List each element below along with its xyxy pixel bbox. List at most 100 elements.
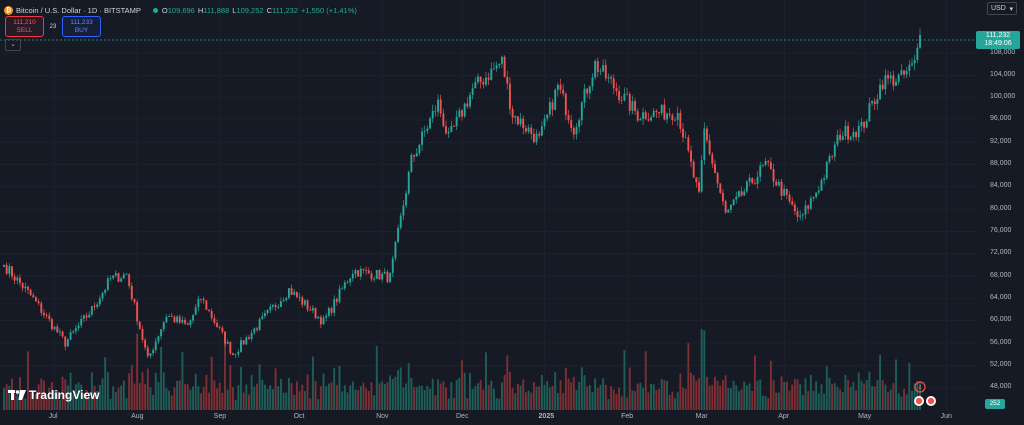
tradingview-icon xyxy=(8,390,26,400)
volume-bar xyxy=(727,387,730,410)
candle-body xyxy=(389,272,392,282)
volume-bar xyxy=(847,380,850,410)
candle-body xyxy=(82,315,85,319)
candle-body xyxy=(820,180,823,191)
price-tick-label: 48,000 xyxy=(990,383,1012,391)
candle-body xyxy=(434,110,437,112)
volume-bar xyxy=(322,373,325,410)
symbol-legend[interactable]: ₿ Bitcoin / U.S. Dollar · 1D · BITSTAMP … xyxy=(4,3,360,17)
candle-body xyxy=(751,177,754,184)
volume-bar xyxy=(437,379,439,410)
volume-bar xyxy=(612,389,615,410)
volume-bar xyxy=(753,355,756,410)
candle-body xyxy=(729,204,732,210)
volume-bar xyxy=(402,387,405,410)
currency-select[interactable]: USD ▾ xyxy=(987,2,1017,15)
buy-button[interactable]: 111,233 BUY xyxy=(62,16,101,37)
candle-body xyxy=(42,312,45,316)
volume-bar xyxy=(40,378,43,410)
volume-bar xyxy=(144,384,147,410)
tradingview-logo[interactable]: TradingView xyxy=(8,388,99,402)
trade-panel: 111,210 SELL 23 111,233 BUY xyxy=(5,16,101,37)
volume-bar xyxy=(16,389,19,410)
volume-bar xyxy=(343,385,346,410)
candle-body xyxy=(112,275,115,279)
price-tick-label: 52,000 xyxy=(990,360,1012,368)
candle-body xyxy=(285,297,288,301)
volume-bar xyxy=(37,384,40,410)
candle-body xyxy=(761,164,764,166)
volume-bar xyxy=(916,381,919,410)
candle-body xyxy=(469,94,471,107)
volume-bar xyxy=(394,376,397,410)
volume-bar xyxy=(729,388,732,410)
volume-bar xyxy=(157,381,160,410)
candle-body xyxy=(506,77,509,84)
volume-bar xyxy=(298,391,301,410)
candle-body xyxy=(138,321,141,330)
candle-body xyxy=(311,307,314,311)
volume-bar xyxy=(88,392,91,410)
volume-bar xyxy=(165,387,168,410)
candle-body xyxy=(24,286,27,289)
volume-bar xyxy=(469,372,471,410)
volume-bar xyxy=(511,388,514,410)
volume-bar xyxy=(639,382,642,410)
candle-body xyxy=(903,70,905,75)
volume-bar xyxy=(905,394,908,410)
candle-body xyxy=(64,336,67,347)
volume-bar xyxy=(527,390,530,410)
volume-bar xyxy=(101,378,104,410)
candle-body xyxy=(250,332,253,339)
candle-body xyxy=(77,325,80,329)
candle-body xyxy=(109,278,112,280)
candle-body xyxy=(495,65,498,69)
volume-bar xyxy=(242,392,245,410)
candle-body xyxy=(516,116,519,125)
candle-body xyxy=(80,318,83,326)
candle-body xyxy=(178,316,181,323)
candle-body xyxy=(756,176,759,184)
candle-body xyxy=(327,308,330,316)
candle-body xyxy=(258,318,261,330)
ohlc-high-label: H xyxy=(197,5,204,15)
candle-body xyxy=(463,103,466,117)
candle-body xyxy=(210,311,213,319)
volume-bar xyxy=(218,382,221,410)
volume-bar xyxy=(556,393,559,410)
volume-bar xyxy=(192,386,195,410)
volume-bar xyxy=(125,398,128,410)
volume-bar xyxy=(287,378,290,410)
collapse-legend-button[interactable]: ⌄ xyxy=(5,39,21,51)
volume-bar xyxy=(389,375,392,410)
candle-body xyxy=(895,81,897,86)
candle-body xyxy=(543,118,546,127)
candle-body xyxy=(245,337,248,345)
candle-body xyxy=(208,309,210,312)
candle-body xyxy=(133,299,136,303)
symbol-title[interactable]: Bitcoin / U.S. Dollar · 1D · BITSTAMP xyxy=(16,5,141,15)
candle-body xyxy=(37,301,40,304)
candle-body xyxy=(96,304,99,307)
volume-bar xyxy=(471,388,474,410)
volume-bar xyxy=(695,380,698,410)
volume-bar xyxy=(687,342,690,410)
volume-bar xyxy=(378,383,381,410)
volume-bar xyxy=(759,379,762,410)
candle-body xyxy=(282,300,285,302)
volume-bar xyxy=(788,390,791,410)
candle-body xyxy=(453,126,455,127)
candle-body xyxy=(367,270,370,274)
candle-body xyxy=(35,297,37,302)
volume-bar xyxy=(373,395,376,410)
volume-bar xyxy=(354,389,357,410)
ohlc-low-value: 109,252 xyxy=(236,5,264,15)
volume-bar xyxy=(173,387,176,410)
candle-body xyxy=(181,319,184,323)
volume-bar xyxy=(703,330,706,410)
candle-body xyxy=(567,114,570,121)
volume-bar xyxy=(122,380,125,410)
sell-button[interactable]: 111,210 SELL xyxy=(5,16,44,37)
volume-bar xyxy=(93,385,96,410)
